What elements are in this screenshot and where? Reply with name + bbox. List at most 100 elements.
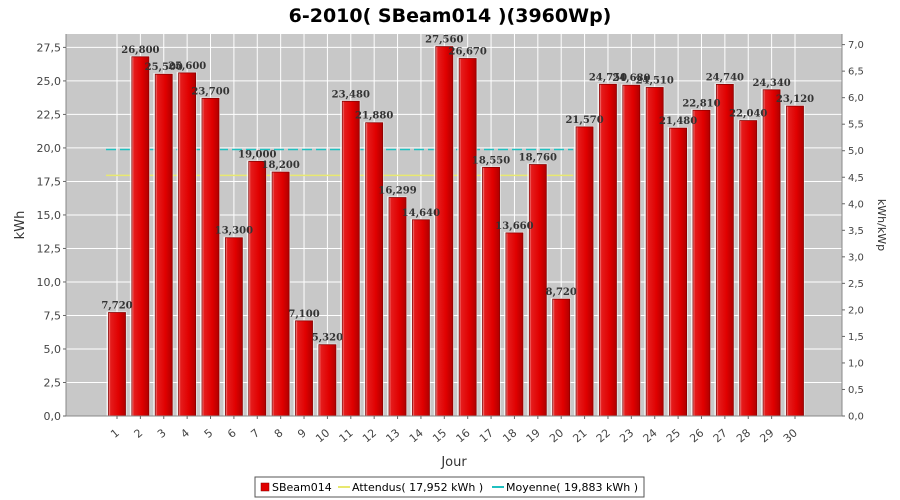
bar-day-3: [153, 73, 174, 417]
x-tick-label: 28: [734, 426, 753, 445]
y-axis-label: kWh: [13, 211, 28, 240]
bar-day-24: [644, 86, 665, 417]
x-tick-label: 3: [155, 426, 169, 440]
bar-day-20: [550, 298, 571, 417]
x-tick-label: 4: [178, 426, 192, 440]
legend-box: [254, 476, 645, 498]
y-axis-right-ticks: 0,0 0,5 1,0 1,5 2,0 2,5 3,0 3,5 4,0 4,5 5,0 5,5 6,0 6…: [842, 40, 864, 423]
y-tick-label: 2,5: [44, 376, 62, 389]
y-axis-left-ticks: 0,0 2,5 5,0 7,5 10,0 12,5 15,0 17,5 20,0 22,5 25,0…: [37, 41, 66, 423]
y-right-tick-label: 1,5: [848, 332, 864, 343]
y-right-tick-label: 4,0: [848, 199, 864, 210]
x-tick-label: 24: [641, 426, 660, 445]
x-tick-label: 8: [272, 426, 286, 440]
bar-day-21: [574, 125, 595, 417]
legend-swatch-sbeam014: [260, 482, 270, 492]
data-label-day-29: 24,340: [752, 78, 790, 89]
x-tick-label: 29: [757, 426, 776, 445]
bar-day-17: [480, 166, 501, 417]
bar-day-10: [316, 343, 337, 417]
x-tick-label: 16: [454, 426, 473, 445]
bar-day-2: [129, 55, 150, 417]
bar-day-1: [106, 311, 127, 417]
data-label-day-9: 7,100: [288, 309, 319, 320]
x-tick-label: 12: [360, 426, 379, 445]
bar-day-6: [223, 236, 244, 417]
legend-label-sbeam014: SBeam014: [272, 481, 332, 494]
x-tick-label: 2: [132, 426, 146, 440]
data-label-day-10: 5,320: [312, 333, 343, 344]
bar-day-5: [200, 97, 221, 417]
bar-day-18: [503, 231, 524, 417]
bar-day-26: [690, 109, 711, 417]
x-tick-label: 7: [248, 426, 262, 440]
y-right-tick-label: 4,5: [848, 173, 864, 184]
x-axis-label: Jour: [440, 455, 467, 470]
x-tick-label: 6: [225, 426, 239, 440]
data-label-day-3: 25,500: [145, 62, 183, 73]
bar-day-25: [667, 127, 688, 417]
data-label-day-28: 22,040: [729, 109, 767, 120]
x-tick-label: 1: [108, 426, 122, 440]
bar-series: [106, 45, 805, 417]
data-label-day-2: 26,800: [121, 45, 159, 56]
bar-day-19: [527, 163, 548, 417]
x-tick-label: 23: [617, 426, 636, 445]
data-label-day-8: 18,200: [262, 160, 300, 171]
bar-day-13: [387, 196, 408, 417]
x-tick-label: 18: [500, 426, 519, 445]
x-tick-label: 21: [570, 426, 589, 445]
data-label-day-1: 7,720: [101, 301, 132, 312]
data-label-day-4: 25,600: [168, 61, 206, 72]
x-tick-label: 27: [711, 426, 730, 445]
bar-day-23: [620, 84, 641, 417]
y-right-tick-label: 0,5: [848, 385, 864, 396]
data-label-day-13: 16,299: [378, 186, 416, 197]
x-tick-label: 15: [430, 426, 449, 445]
data-label-day-7: 19,000: [238, 149, 276, 160]
x-tick-label: 11: [337, 426, 356, 445]
bar-day-30: [784, 105, 805, 417]
data-label-day-5: 23,700: [191, 86, 229, 97]
y-right-tick-label: 5,0: [848, 146, 864, 157]
data-label-day-22: 24,750: [589, 72, 627, 83]
data-label-day-11: 23,480: [332, 89, 370, 100]
y-right-tick-label: 6,5: [848, 67, 864, 78]
y-tick-label: 22,5: [37, 108, 62, 121]
data-label-day-25: 21,480: [659, 116, 697, 127]
y-tick-label: 10,0: [37, 276, 62, 289]
x-tick-label: 17: [477, 426, 496, 445]
bar-day-4: [176, 71, 197, 417]
y-right-tick-label: 7,0: [848, 40, 864, 51]
x-tick-label: 10: [313, 426, 332, 445]
data-label-day-23: 24,680: [612, 73, 650, 84]
y-tick-label: 0,0: [44, 410, 62, 423]
x-tick-label: 5: [202, 426, 216, 440]
legend: SBeam014 Attendus( 17,952 kWh ) Moyenne(…: [254, 476, 645, 498]
x-tick-label: 9: [295, 426, 309, 440]
bar-day-16: [457, 57, 478, 417]
bar-day-27: [714, 83, 735, 417]
y-tick-label: 20,0: [37, 142, 62, 155]
x-tick-label: 26: [687, 426, 706, 445]
bar-day-7: [246, 160, 267, 417]
data-label-day-20: 8,720: [546, 287, 577, 298]
y-tick-label: 25,0: [37, 75, 62, 88]
y-axis-right-label: kWh/kWp: [875, 199, 888, 251]
y-right-tick-label: 3,5: [848, 226, 864, 237]
y-tick-label: 7,5: [44, 309, 62, 322]
data-label-day-19: 18,760: [519, 153, 557, 164]
y-tick-label: 27,5: [37, 41, 62, 54]
chart-title: 6-2010( SBeam014 )(3960Wp): [289, 5, 612, 27]
data-label-day-14: 14,640: [402, 208, 440, 219]
y-tick-label: 15,0: [37, 209, 62, 222]
y-right-tick-label: 6,0: [848, 93, 864, 104]
x-tick-label: 14: [407, 426, 426, 445]
y-right-tick-label: 0,0: [848, 412, 864, 423]
data-label-day-30: 23,120: [776, 94, 814, 105]
data-label-day-24: 24,510: [636, 75, 674, 86]
legend-label-moyenne: Moyenne( 19,883 kWh ): [506, 481, 638, 494]
data-label-day-16: 26,670: [449, 47, 487, 58]
